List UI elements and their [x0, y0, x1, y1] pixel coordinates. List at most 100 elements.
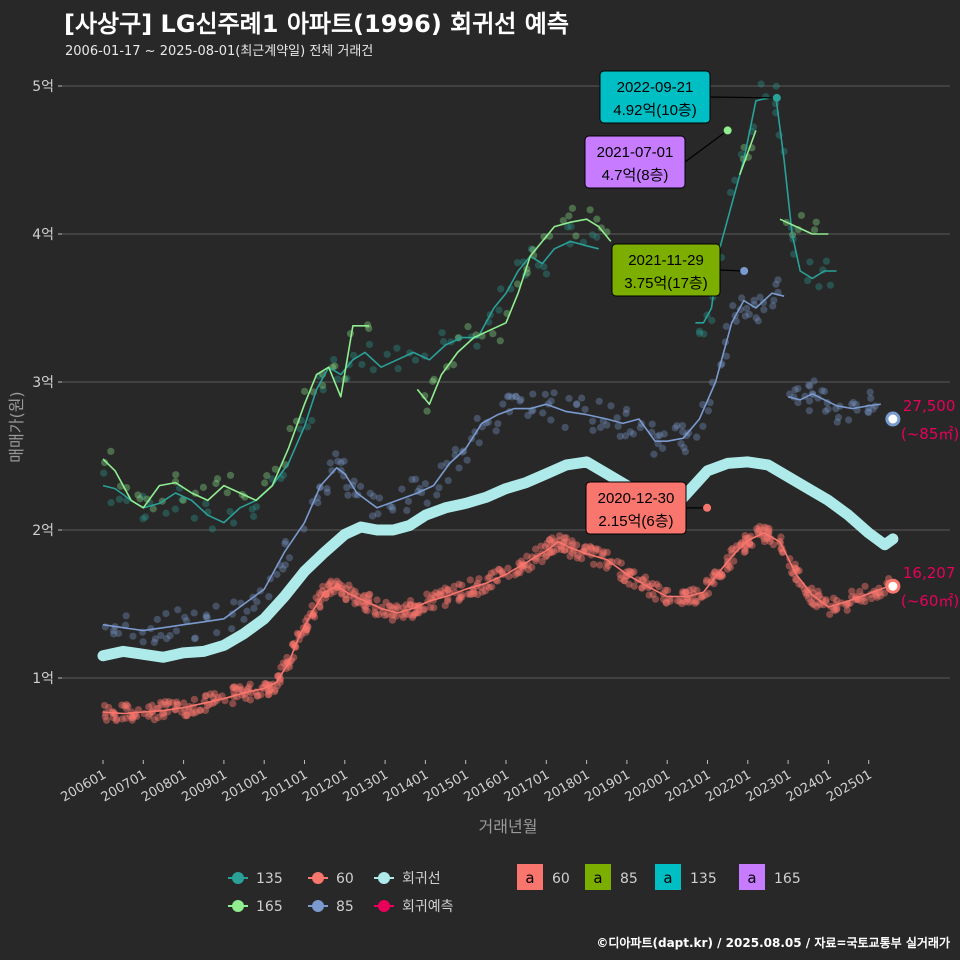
x-tick-label: 200901	[179, 767, 229, 805]
scatter-point	[663, 586, 672, 594]
scatter-point	[474, 590, 482, 599]
scatter-point	[253, 598, 261, 606]
scatter-point	[504, 564, 512, 572]
scatter-point	[101, 709, 110, 717]
scatter-point	[409, 611, 417, 619]
scatter-point	[722, 352, 730, 360]
scatter-point	[528, 407, 536, 415]
scatter-point	[410, 610, 419, 618]
scatter-point	[429, 377, 437, 385]
scatter-point	[389, 506, 397, 514]
scatter-point	[105, 703, 113, 712]
scatter-point	[212, 479, 220, 488]
x-axis-label: 거래년월	[479, 817, 538, 836]
scatter-point	[319, 386, 327, 394]
legend-label: 회귀선	[402, 871, 441, 887]
scatter-point	[738, 294, 746, 302]
scatter-point	[201, 706, 210, 715]
forecast-point	[885, 411, 901, 427]
scatter-point	[752, 314, 760, 322]
scatter-point	[543, 551, 551, 560]
scatter-point	[226, 471, 235, 479]
scatter-point	[267, 685, 275, 693]
scatter-point	[174, 701, 182, 709]
legend-label-swatch	[655, 864, 681, 890]
scatter-point	[365, 591, 373, 599]
scatter-point	[613, 557, 622, 566]
scatter-point	[532, 545, 540, 553]
scatter-point	[833, 605, 841, 614]
y-tick-label: 2억	[32, 523, 54, 539]
scatter-point	[727, 546, 735, 554]
scatter-point	[756, 293, 764, 301]
scatter-point	[301, 387, 309, 395]
scatter-point	[179, 496, 187, 504]
scatter-point	[726, 563, 734, 572]
scatter-point	[852, 400, 860, 408]
annotation-price: 4.92억(10층)	[613, 102, 696, 119]
scatter-point	[101, 713, 109, 721]
scatter-point	[211, 689, 219, 698]
scatter-point	[626, 568, 634, 576]
scatter-point	[141, 513, 150, 521]
legend-label: 60	[336, 871, 354, 887]
x-tick-label: 201901	[582, 767, 632, 805]
scatter-point	[343, 374, 351, 383]
scatter-point	[723, 565, 731, 573]
annotation-price: 3.75억(17층)	[624, 275, 707, 292]
scatter-point	[195, 706, 204, 715]
scatter-point	[588, 545, 596, 553]
x-tick-label: 200601	[59, 767, 109, 805]
scatter-point	[360, 591, 369, 600]
scatter-point	[762, 524, 770, 532]
scatter-point	[736, 541, 744, 550]
scatter-point	[656, 431, 664, 439]
scatter-point	[733, 542, 741, 550]
scatter-point	[361, 603, 369, 611]
scatter-point	[458, 581, 466, 589]
scatter-point	[769, 541, 778, 549]
scatter-point	[566, 552, 574, 560]
scatter-point	[122, 704, 130, 713]
scatter-point	[680, 443, 688, 452]
scatter-point	[188, 709, 196, 717]
scatter-point	[455, 596, 463, 605]
scatter-point	[514, 567, 523, 575]
scatter-point	[588, 417, 597, 425]
scatter-point	[805, 381, 813, 389]
scatter-point	[553, 545, 561, 553]
scatter-point	[569, 540, 577, 548]
scatter-point	[243, 607, 251, 615]
scatter-point	[830, 594, 838, 602]
scatter-point	[458, 593, 466, 601]
scatter-point	[822, 596, 830, 604]
scatter-point	[519, 258, 527, 266]
scatter-point	[671, 424, 679, 432]
legend-swatch	[232, 872, 244, 884]
scatter-point	[542, 553, 550, 561]
scatter-point	[794, 384, 802, 393]
scatter-point	[303, 625, 311, 634]
scatter-point	[328, 467, 336, 475]
scatter-point	[398, 611, 406, 619]
scatter-point	[745, 310, 753, 318]
scatter-point	[754, 527, 762, 535]
scatter-point	[464, 323, 472, 331]
scatter-point	[695, 327, 704, 335]
scatter-point	[572, 232, 580, 240]
x-tick-label: 201601	[462, 767, 512, 805]
scatter-point	[451, 445, 459, 454]
annotation-point	[772, 93, 781, 102]
scatter-point	[806, 258, 814, 266]
scatter-point	[438, 329, 446, 337]
scatter-point	[150, 716, 159, 724]
scatter-point	[456, 593, 464, 601]
scatter-point	[264, 687, 272, 695]
scatter-point	[189, 709, 198, 717]
scatter-point	[235, 685, 243, 693]
scatter-point	[322, 594, 330, 602]
scatter-point	[308, 602, 316, 610]
scatter-point	[590, 560, 598, 568]
scatter-point	[177, 708, 186, 716]
scatter-point	[805, 397, 814, 405]
